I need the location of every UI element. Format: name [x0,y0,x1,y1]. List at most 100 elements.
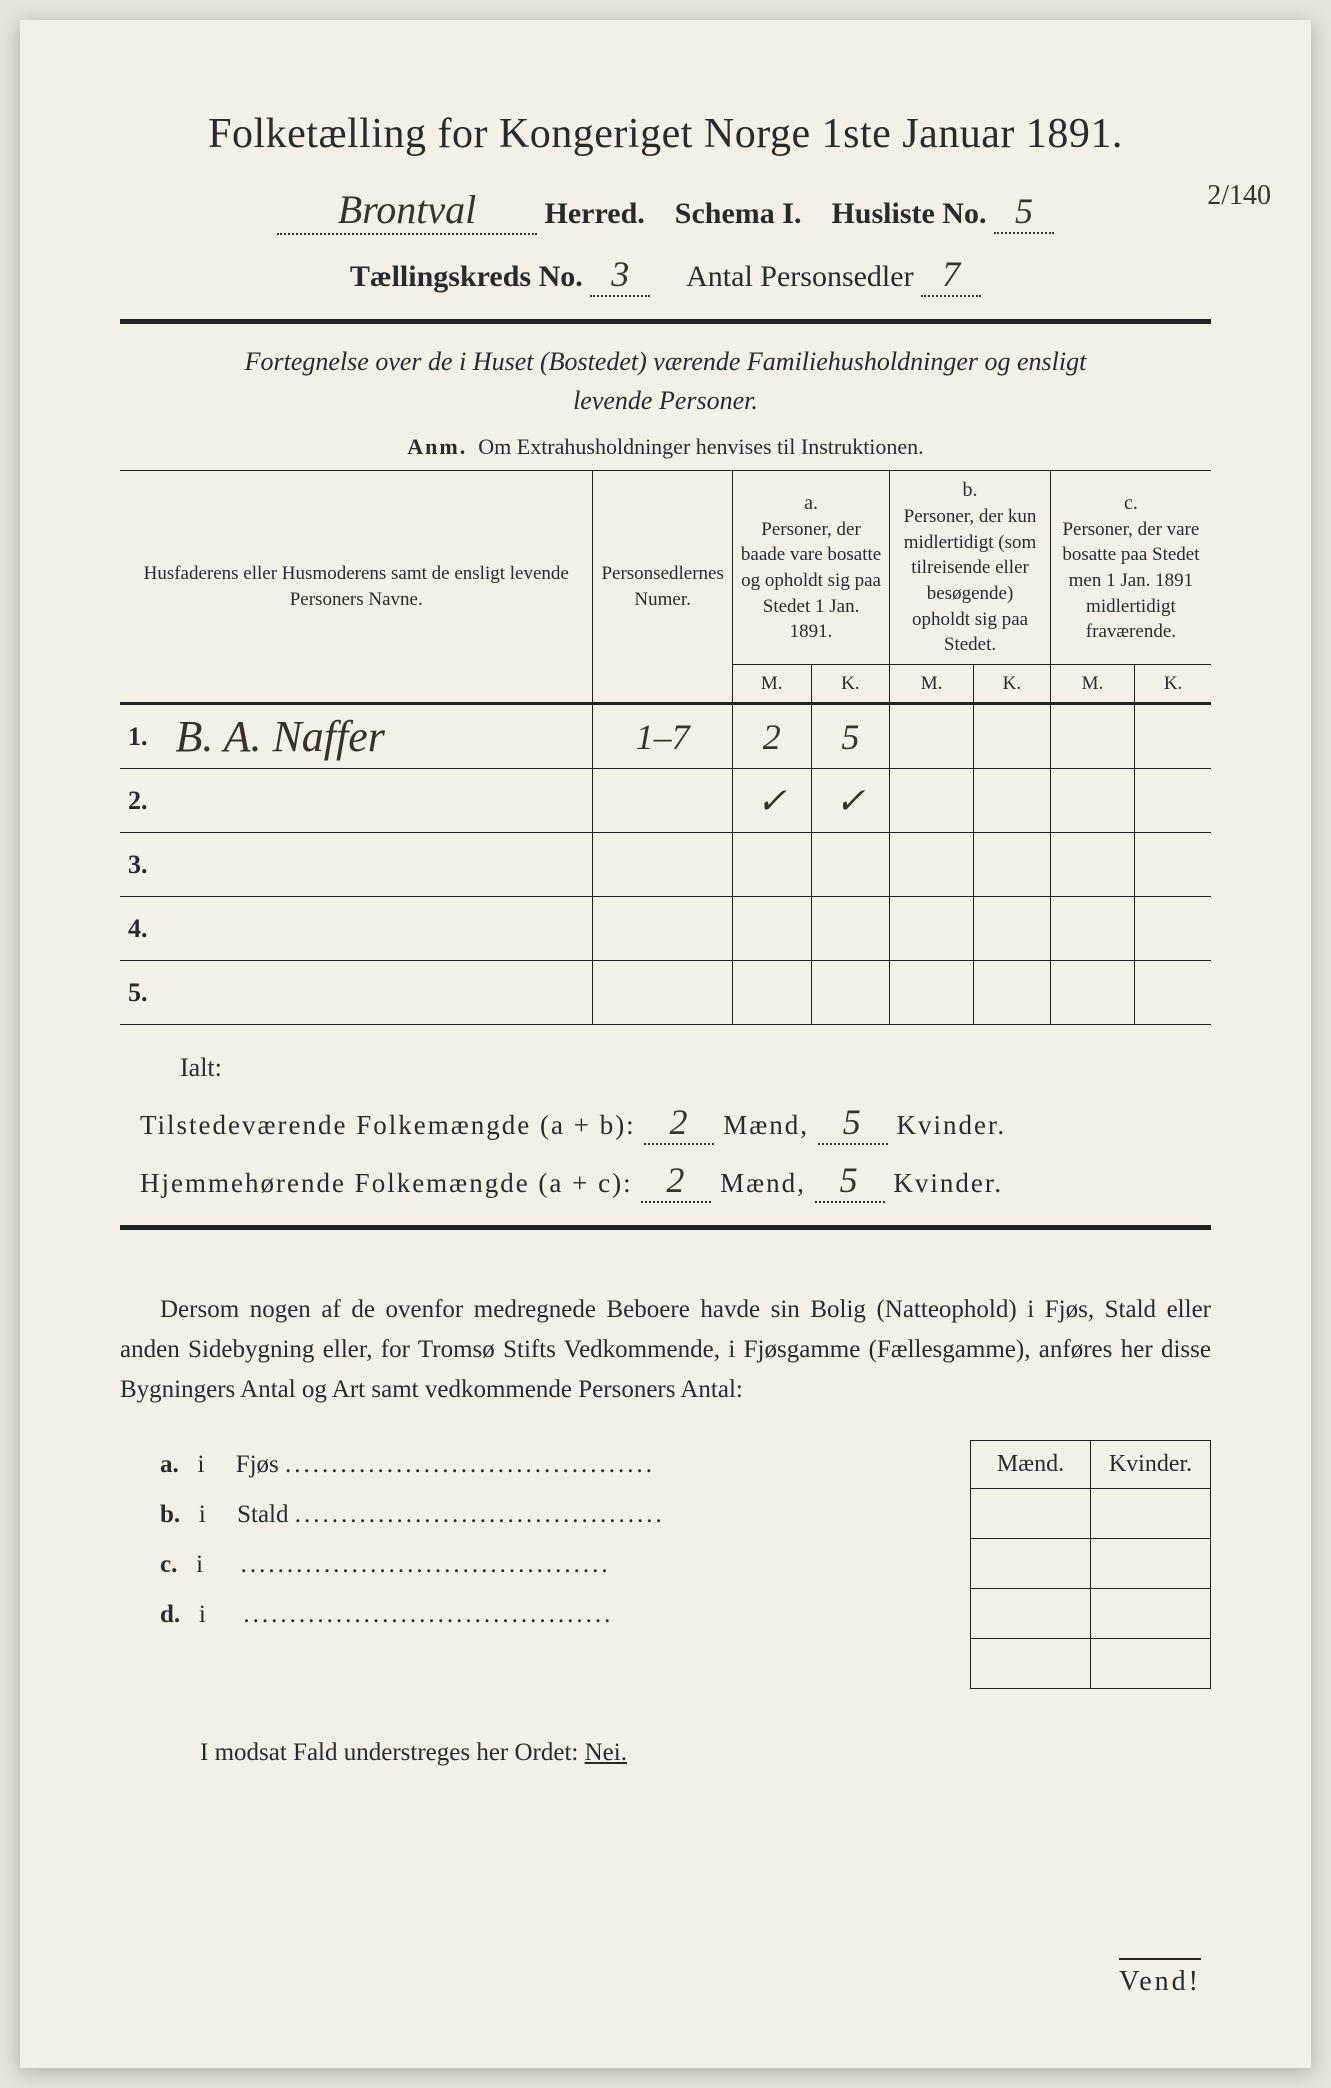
row-c-k [1135,897,1211,961]
row-a-k: 5 [811,704,890,769]
row-name [160,961,593,1025]
paragraph: Dersom nogen af de ovenfor medregnede Be… [120,1290,1211,1410]
table-row: 4. [120,897,1211,961]
mk-cell [971,1489,1091,1539]
row-c-k [1135,961,1211,1025]
a-m-header: M. [732,664,811,704]
row-a-k [811,961,890,1025]
mk-cell [971,1589,1091,1639]
building-list: a. i Fjøs ..............................… [120,1440,950,1640]
c-m-header: M. [1050,664,1134,704]
row-a-m [732,961,811,1025]
mk-kvinder-header: Kvinder. [1091,1441,1211,1489]
mk-cell [1091,1589,1211,1639]
a-k-header: K. [811,664,890,704]
kreds-value: 3 [590,253,650,297]
herred-label: Herred. [545,197,645,230]
row-b-k [973,833,1050,897]
total2-k: 5 [815,1159,885,1203]
page-title: Folketælling for Kongeriget Norge 1ste J… [120,110,1211,158]
mk-cell [1091,1639,1211,1689]
col-c-header: c. Personer, der vare bosatte paa Stedet… [1050,471,1211,665]
building-item: c. i ...................................… [160,1540,950,1590]
mk-cell [971,1539,1091,1589]
col-a-header: a. Personer, der baade vare bosatte og o… [732,471,889,665]
mk-cell [971,1639,1091,1689]
nei-word: Nei. [585,1739,627,1766]
row-name [160,897,593,961]
row-c-m [1050,961,1134,1025]
schema-label: Schema I. [675,197,802,230]
table-row: 5. [120,961,1211,1025]
row-num: 5. [120,961,160,1025]
row-a-m: 2 [732,704,811,769]
main-table: Husfaderens eller Husmoderens samt de en… [120,470,1211,1025]
row-numer [593,961,732,1025]
row-numer [593,833,732,897]
vend-label: Vend! [1119,1958,1201,1998]
antal-label: Antal Personsedler [686,260,913,293]
table-row: 3. [120,833,1211,897]
anm-text: Om Extrahusholdninger henvises til Instr… [478,434,923,459]
table-row: 1.B. A. Naffer1–725 [120,704,1211,769]
total1-m: 2 [644,1101,714,1145]
row-b-k [973,961,1050,1025]
header-line-2: Tællingskreds No. 3 Antal Personsedler 7 [120,253,1211,297]
row-c-k [1135,833,1211,897]
herred-value: Brontval [277,186,537,235]
row-num: 3. [120,833,160,897]
row-num: 4. [120,897,160,961]
row-a-m [732,833,811,897]
row-numer [593,769,732,833]
divider-2 [120,1225,1211,1230]
row-name: B. A. Naffer [160,704,593,769]
building-item: b. i Stald .............................… [160,1490,950,1540]
husliste-value: 5 [994,190,1054,234]
total1-k: 5 [818,1101,888,1145]
c-k-header: K. [1135,664,1211,704]
building-item: d. i ...................................… [160,1590,950,1640]
subtitle-line1: Fortegnelse over de i Huset (Bostedet) v… [245,347,1087,376]
col-numer-header: Personsedlernes Numer. [593,471,732,704]
mk-box: Mænd. Kvinder. [970,1440,1211,1689]
subtitle-line2: levende Personer. [573,386,758,415]
row-b-m [890,961,974,1025]
row-b-k [973,769,1050,833]
row-name [160,769,593,833]
row-numer [593,897,732,961]
subtitle: Fortegnelse over de i Huset (Bostedet) v… [120,342,1211,420]
census-form-page: Folketælling for Kongeriget Norge 1ste J… [20,20,1311,2068]
nei-line: I modsat Fald understreges her Ordet: Ne… [120,1739,1211,1767]
row-b-m [890,833,974,897]
anm-line: Anm. Om Extrahusholdninger henvises til … [120,434,1211,460]
mk-cell [1091,1489,1211,1539]
building-item: a. i Fjøs ..............................… [160,1440,950,1490]
row-b-k [973,897,1050,961]
row-b-k [973,704,1050,769]
margin-note: 2/140 [1207,180,1271,212]
divider-1 [120,319,1211,324]
row-numer: 1–7 [593,704,732,769]
row-a-m: ✓ [732,769,811,833]
row-c-k [1135,769,1211,833]
anm-label: Anm. [407,434,467,459]
row-b-m [890,769,974,833]
row-c-k [1135,704,1211,769]
row-num: 2. [120,769,160,833]
header-line-1: Brontval Herred. Schema I. Husliste No. … [120,186,1211,235]
row-a-k: ✓ [811,769,890,833]
antal-value: 7 [921,253,981,297]
row-b-m [890,897,974,961]
side-building-section: a. i Fjøs ..............................… [120,1440,1211,1689]
row-c-m [1050,704,1134,769]
row-c-m [1050,833,1134,897]
col-b-header: b. Personer, der kun midlertidigt (som t… [890,471,1051,665]
total2-m: 2 [641,1159,711,1203]
row-b-m [890,704,974,769]
row-c-m [1050,769,1134,833]
row-a-k [811,833,890,897]
totals-line-1: Tilstedeværende Folkemængde (a + b): 2 M… [120,1101,1211,1145]
kreds-label: Tællingskreds No. [350,260,583,293]
row-name [160,833,593,897]
table-row: 2. ✓✓ [120,769,1211,833]
